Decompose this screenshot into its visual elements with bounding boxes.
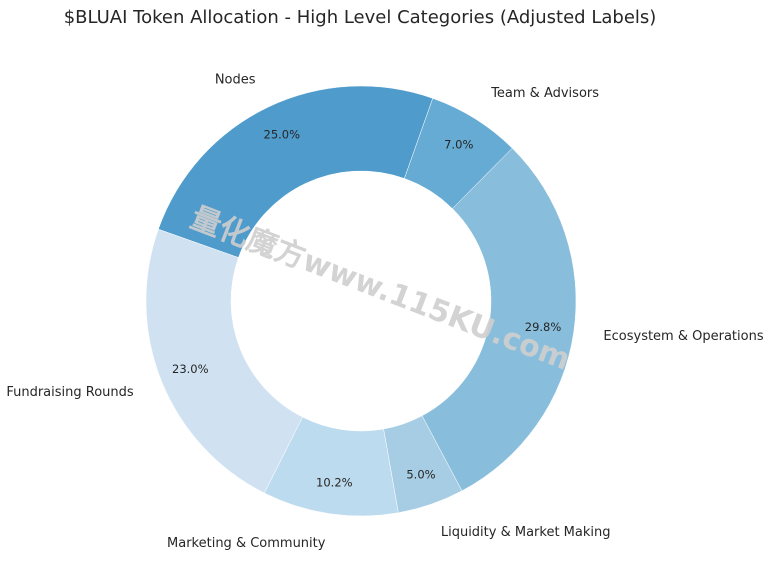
category-label: Fundraising Rounds — [6, 385, 134, 400]
value-label: 5.0% — [406, 467, 435, 481]
value-label: 25.0% — [264, 127, 301, 141]
chart-title: $BLUAI Token Allocation - High Level Cat… — [64, 7, 657, 28]
value-label: 7.0% — [444, 138, 473, 152]
category-label: Liquidity & Market Making — [441, 525, 611, 540]
donut-slice — [404, 98, 513, 209]
category-label: Marketing & Community — [167, 536, 326, 551]
value-label: 29.8% — [525, 320, 562, 334]
donut-slice — [158, 85, 434, 258]
category-label: Ecosystem & Operations — [603, 329, 763, 344]
value-label: 10.2% — [316, 476, 353, 490]
category-label: Nodes — [215, 72, 256, 87]
donut-slice — [145, 228, 303, 494]
category-label: Team & Advisors — [490, 86, 599, 101]
value-label: 23.0% — [172, 362, 209, 376]
donut-slice — [421, 147, 577, 492]
